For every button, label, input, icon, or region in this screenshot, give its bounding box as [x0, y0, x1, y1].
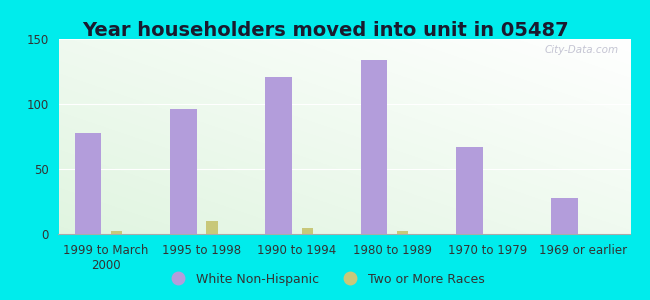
Text: City-Data.com: City-Data.com — [545, 45, 619, 55]
Bar — [397, 231, 408, 234]
Bar — [551, 198, 578, 234]
Legend: White Non-Hispanic, Two or More Races: White Non-Hispanic, Two or More Races — [161, 268, 489, 291]
Bar — [456, 147, 483, 234]
Text: Year householders moved into unit in 05487: Year householders moved into unit in 054… — [82, 21, 568, 40]
Bar — [302, 227, 313, 234]
Bar — [75, 133, 101, 234]
Bar — [206, 221, 218, 234]
Bar — [361, 60, 387, 234]
Bar — [170, 109, 197, 234]
Bar — [111, 231, 122, 234]
Bar — [265, 77, 292, 234]
